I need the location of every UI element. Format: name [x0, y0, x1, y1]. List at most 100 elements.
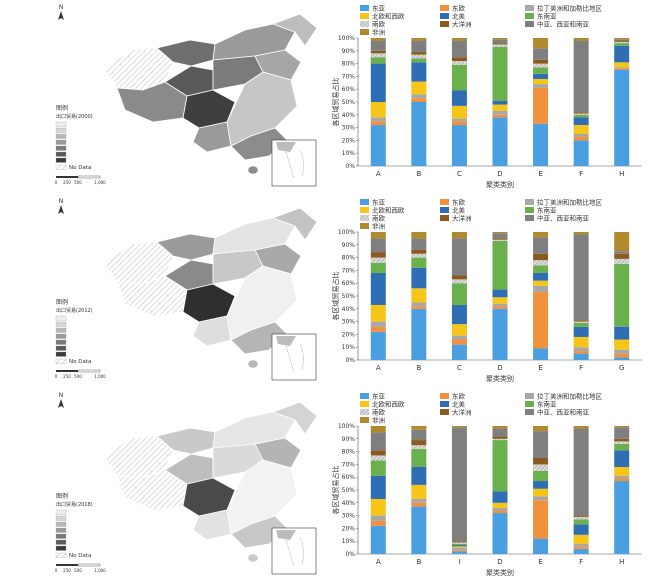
- scale-label: 1,000: [94, 568, 106, 573]
- map-legend-swatch: [55, 321, 67, 327]
- bar-segment-B-oceania: [411, 52, 427, 55]
- bar-segment-D-africa: [492, 38, 508, 40]
- bar-segment-A-north_america: [370, 475, 386, 499]
- map-legend-swatch: [55, 533, 67, 539]
- bar-segment-D-east_asia: [492, 513, 508, 554]
- legend-label-east_europe: 东欧: [452, 392, 466, 401]
- legend-label-latin_america: 拉丁美洲和加勒比地区: [537, 198, 603, 207]
- bar-segment-B-latin_america: [411, 302, 427, 307]
- bar-segment-A-latin_america: [370, 117, 386, 122]
- legend-swatch-east_europe: [440, 393, 449, 399]
- map-legend-swatch: [55, 327, 67, 333]
- bar-segment-C-east_europe: [451, 339, 467, 345]
- y-tick-label: 90%: [342, 436, 356, 443]
- legend-label-north_west_europe: 北欧和西欧: [372, 206, 405, 215]
- bar-segment-B-central_west_south_asia: [411, 429, 427, 441]
- bar-segment-F-central_west_south_asia: [573, 40, 589, 113]
- bar-segment-H-africa: [614, 426, 630, 428]
- province-region: [192, 509, 232, 541]
- bar-segment-D-africa: [492, 426, 508, 429]
- bar-segment-C-latin_america: [451, 335, 467, 340]
- province-region: [254, 49, 302, 81]
- bar-segment-C-north_america: [451, 304, 467, 325]
- legend-swatch-south_east_asia: [525, 401, 534, 407]
- bar-segment-D-north_america: [492, 100, 508, 105]
- north-label: N: [59, 198, 64, 205]
- bar-segment-E-south_east_asia: [533, 470, 549, 482]
- bar-segment-B-east_europe: [411, 98, 427, 102]
- y-tick-label: 40%: [342, 500, 356, 507]
- bar-segment-H-latin_america: [614, 475, 630, 479]
- bar-segment-A-africa: [370, 426, 386, 433]
- bar-segment-H-east_europe: [614, 68, 630, 70]
- legend-label-latin_america: 拉丁美洲和加勒比地区: [537, 4, 603, 13]
- bar-segment-F-north_america: [573, 524, 589, 535]
- bar-segment-B-east_asia: [411, 102, 427, 166]
- bar-segment-I-east_asia: [451, 551, 467, 554]
- map-legend-title: 图例: [56, 492, 68, 500]
- y-tick-label: 10%: [342, 538, 356, 545]
- bar-segment-H-east_asia: [614, 70, 630, 166]
- bar-segment-F-south_europe: [573, 516, 589, 520]
- legend-swatch-south_east_asia: [525, 13, 534, 19]
- bar-segment-D-north_west_europe: [492, 104, 508, 111]
- legend-swatch-north_america: [440, 13, 449, 19]
- x-axis-title: 聚类类别: [486, 568, 514, 577]
- x-tick-label: D: [497, 558, 502, 566]
- bar-segment-H-north_america: [614, 45, 630, 63]
- bar-segment-D-latin_america: [492, 507, 508, 511]
- legend-swatch-east_asia: [360, 199, 369, 205]
- bar-segment-B-central_west_south_asia: [411, 238, 427, 250]
- bar-segment-A-south_europe: [370, 257, 386, 263]
- bar-segment-D-south_east_asia: [492, 46, 508, 101]
- scale-label: 1,000: [94, 374, 106, 379]
- y-tick-label: 70%: [342, 73, 356, 80]
- legend-swatch-south_europe: [360, 409, 369, 415]
- bar-segment-C-oceania: [451, 275, 467, 280]
- bar-segment-F-east_europe: [573, 546, 589, 549]
- x-tick-label: H: [619, 558, 624, 566]
- bar-segment-H-south_europe: [614, 441, 630, 444]
- y-tick-label: 100%: [338, 229, 355, 236]
- bar-segment-F-south_europe: [573, 321, 589, 323]
- bar-segment-H-central_west_south_asia: [614, 39, 630, 41]
- y-tick-label: 60%: [342, 86, 356, 93]
- scale-bar: 0 250 500 1,000: [55, 563, 106, 573]
- bar-segment-B-south_east_asia: [411, 257, 427, 268]
- x-tick-label: C: [457, 170, 462, 178]
- province-hainan: [247, 359, 259, 369]
- bar-segment-A-central_west_south_asia: [370, 432, 386, 451]
- legend-swatch-central_west_south_asia: [525, 409, 534, 415]
- bar-segment-A-africa: [370, 38, 386, 41]
- bar-segment-E-east_asia: [533, 348, 549, 360]
- legend-swatch-north_america: [440, 401, 449, 407]
- legend-label-south_europe: 南欧: [372, 408, 386, 417]
- map-legend-swatch: [55, 145, 67, 151]
- x-tick-label: I: [458, 558, 460, 566]
- bar-segment-B-north_america: [411, 267, 427, 289]
- bar-segment-B-north_america: [411, 62, 427, 82]
- bar-segment-E-latin_america: [533, 285, 549, 293]
- bar-segment-F-latin_america: [573, 543, 589, 547]
- bar-segment-G-east_europe: [614, 353, 630, 358]
- bar-segment-F-east_asia: [573, 140, 589, 166]
- y-tick-label: 0%: [345, 163, 355, 170]
- legend-swatch-oceania: [440, 215, 449, 221]
- bar-segment-G-central_west_south_asia: [614, 251, 630, 254]
- bar-segment-D-oceania: [492, 43, 508, 45]
- bar-segment-B-north_america: [411, 466, 427, 485]
- legend-label-north_america: 北美: [452, 400, 466, 409]
- map-legend-swatch: [55, 139, 67, 145]
- x-tick-label: E: [538, 364, 542, 372]
- bar-segment-A-north_america: [370, 63, 386, 102]
- legend-label-oceania: 大洋洲: [452, 408, 472, 417]
- province-region: [271, 207, 318, 241]
- y-tick-label: 50%: [342, 293, 356, 300]
- map-legend-nodata: No Data: [69, 553, 91, 559]
- bar-segment-E-central_west_south_asia: [533, 237, 549, 254]
- bar-segment-G-south_east_asia: [614, 264, 630, 327]
- legend-label-east_europe: 东欧: [452, 4, 466, 13]
- legend-label-east_asia: 东亚: [372, 198, 386, 207]
